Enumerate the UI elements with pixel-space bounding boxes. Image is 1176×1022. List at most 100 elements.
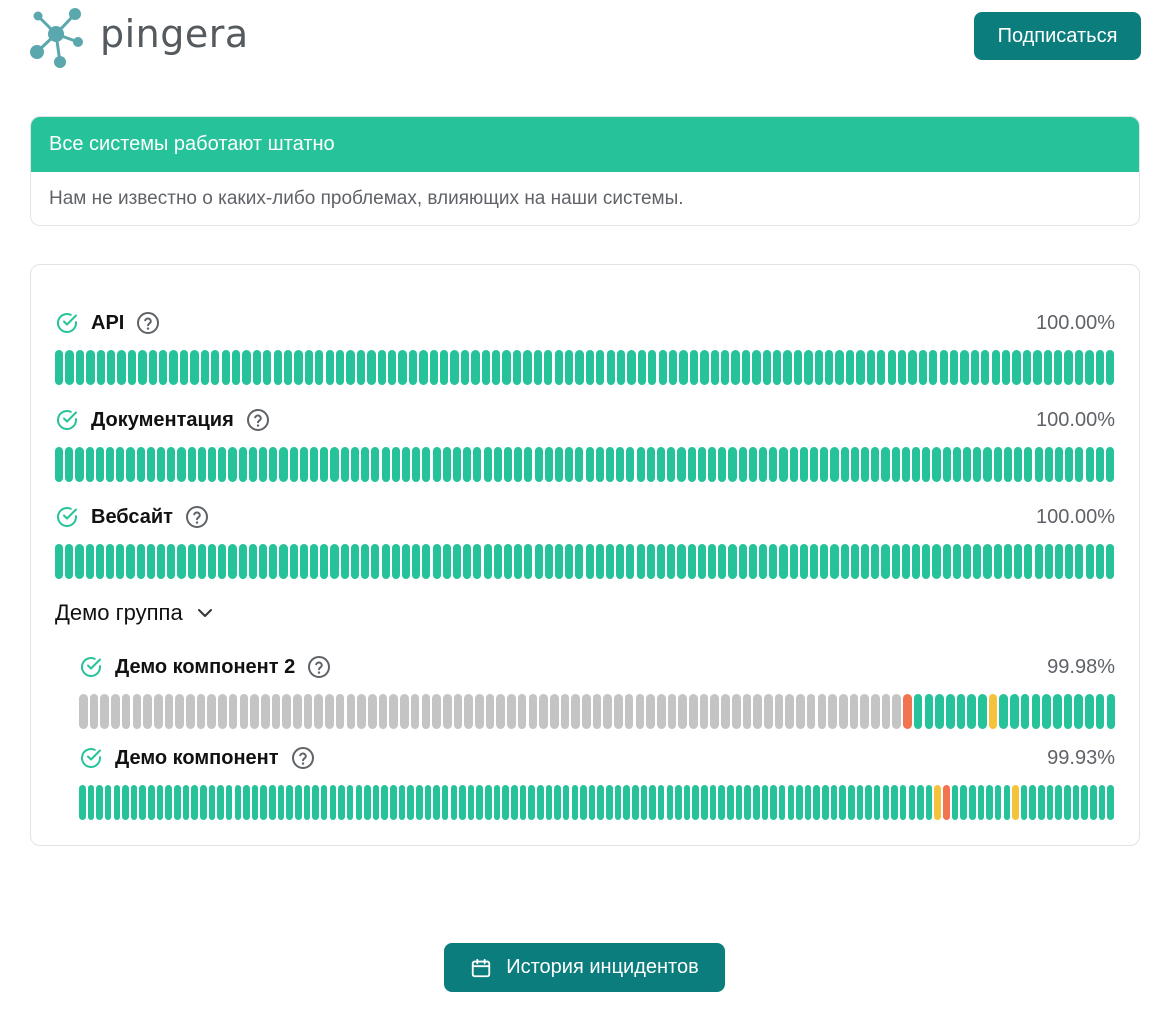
uptime-bar-ok[interactable] bbox=[708, 447, 717, 482]
uptime-bar-ok[interactable] bbox=[361, 447, 370, 482]
uptime-bar-ok[interactable] bbox=[692, 785, 700, 820]
uptime-bar-ok[interactable] bbox=[126, 544, 135, 579]
uptime-bar-ok[interactable] bbox=[263, 350, 272, 385]
uptime-bar-ok[interactable] bbox=[493, 447, 502, 482]
uptime-bar-ok[interactable] bbox=[1044, 447, 1053, 482]
uptime-bar-ok[interactable] bbox=[524, 544, 533, 579]
uptime-bar-ok[interactable] bbox=[238, 544, 247, 579]
uptime-bar-ok[interactable] bbox=[299, 447, 308, 482]
uptime-bar-ok[interactable] bbox=[839, 785, 846, 820]
uptime-bar-no-data[interactable] bbox=[410, 694, 420, 729]
uptime-bar-no-data[interactable] bbox=[624, 694, 634, 729]
help-icon[interactable] bbox=[136, 311, 160, 335]
uptime-bar-ok[interactable] bbox=[441, 785, 449, 820]
uptime-bar-no-data[interactable] bbox=[132, 694, 142, 729]
uptime-bar-ok[interactable] bbox=[1046, 785, 1054, 820]
uptime-bar-ok[interactable] bbox=[1075, 544, 1084, 579]
uptime-bar-ok[interactable] bbox=[96, 785, 103, 820]
uptime-bar-ok[interactable] bbox=[65, 350, 74, 385]
uptime-bar-ok[interactable] bbox=[626, 544, 635, 579]
uptime-bar-ok[interactable] bbox=[433, 785, 440, 820]
uptime-bar-ok[interactable] bbox=[1055, 785, 1062, 820]
uptime-bar-ok[interactable] bbox=[588, 785, 596, 820]
uptime-bar-ok[interactable] bbox=[187, 447, 196, 482]
uptime-bar-ok[interactable] bbox=[55, 447, 64, 482]
uptime-bar-ok[interactable] bbox=[922, 447, 931, 482]
uptime-bar-ok[interactable] bbox=[1075, 447, 1084, 482]
uptime-bar-ok[interactable] bbox=[65, 544, 74, 579]
uptime-bar-ok[interactable] bbox=[200, 350, 209, 385]
uptime-bar-ok[interactable] bbox=[1024, 544, 1033, 579]
uptime-bar-ok[interactable] bbox=[340, 544, 349, 579]
uptime-bar-no-data[interactable] bbox=[250, 694, 259, 729]
uptime-bar-ok[interactable] bbox=[1034, 544, 1043, 579]
uptime-bar-warning[interactable] bbox=[988, 694, 998, 729]
uptime-bar-ok[interactable] bbox=[616, 447, 625, 482]
uptime-bar-ok[interactable] bbox=[646, 544, 655, 579]
uptime-bar-ok[interactable] bbox=[779, 544, 788, 579]
uptime-bar-no-data[interactable] bbox=[389, 694, 398, 729]
uptime-bar-ok[interactable] bbox=[814, 350, 823, 385]
uptime-bar-ok[interactable] bbox=[908, 785, 916, 820]
uptime-bar-ok[interactable] bbox=[1074, 694, 1083, 729]
uptime-bar-no-data[interactable] bbox=[571, 694, 580, 729]
uptime-bar-ok[interactable] bbox=[960, 785, 967, 820]
uptime-bar-ok[interactable] bbox=[623, 785, 630, 820]
uptime-bar-ok[interactable] bbox=[533, 350, 542, 385]
uptime-bar-no-data[interactable] bbox=[678, 694, 687, 729]
uptime-bar-ok[interactable] bbox=[187, 544, 196, 579]
uptime-bar-no-data[interactable] bbox=[485, 694, 495, 729]
uptime-bar-ok[interactable] bbox=[304, 350, 314, 385]
uptime-bar-no-data[interactable] bbox=[721, 694, 730, 729]
uptime-bar-ok[interactable] bbox=[310, 544, 319, 579]
uptime-bar-ok[interactable] bbox=[1063, 694, 1073, 729]
uptime-bar-ok[interactable] bbox=[208, 447, 217, 482]
uptime-bar-no-data[interactable] bbox=[453, 694, 463, 729]
uptime-bar-ok[interactable] bbox=[87, 785, 95, 820]
uptime-bar-ok[interactable] bbox=[95, 544, 104, 579]
uptime-bar-ok[interactable] bbox=[738, 544, 747, 579]
uptime-bar-ok[interactable] bbox=[251, 785, 259, 820]
uptime-bar-no-data[interactable] bbox=[849, 694, 859, 729]
uptime-bar-ok[interactable] bbox=[908, 350, 917, 385]
help-icon[interactable] bbox=[307, 655, 331, 679]
uptime-bar-no-data[interactable] bbox=[603, 694, 613, 729]
uptime-bar-ok[interactable] bbox=[419, 350, 428, 385]
uptime-bar-ok[interactable] bbox=[85, 544, 94, 579]
uptime-bar-ok[interactable] bbox=[554, 544, 564, 579]
uptime-bar-ok[interactable] bbox=[242, 350, 251, 385]
uptime-bar-ok[interactable] bbox=[687, 544, 696, 579]
uptime-bar-ok[interactable] bbox=[524, 447, 533, 482]
uptime-bar-ok[interactable] bbox=[179, 350, 189, 385]
uptime-bar-ok[interactable] bbox=[773, 350, 782, 385]
uptime-bar-ok[interactable] bbox=[709, 785, 717, 820]
uptime-bar-ok[interactable] bbox=[208, 785, 216, 820]
uptime-bar-ok[interactable] bbox=[1054, 447, 1064, 482]
uptime-bar-ok[interactable] bbox=[596, 350, 605, 385]
uptime-bar-ok[interactable] bbox=[778, 785, 786, 820]
uptime-bar-ok[interactable] bbox=[917, 785, 924, 820]
uptime-bar-ok[interactable] bbox=[536, 785, 544, 820]
chevron-down-icon[interactable] bbox=[195, 603, 215, 623]
uptime-bar-ok[interactable] bbox=[190, 350, 199, 385]
uptime-bar-ok[interactable] bbox=[148, 785, 155, 820]
uptime-bar-no-data[interactable] bbox=[731, 694, 741, 729]
uptime-bar-ok[interactable] bbox=[329, 785, 337, 820]
uptime-bar-ok[interactable] bbox=[656, 544, 666, 579]
uptime-bar-no-data[interactable] bbox=[838, 694, 848, 729]
uptime-bar-ok[interactable] bbox=[1085, 544, 1094, 579]
uptime-bar-ok[interactable] bbox=[138, 350, 147, 385]
uptime-bar-ok[interactable] bbox=[106, 447, 115, 482]
uptime-bar-ok[interactable] bbox=[728, 447, 737, 482]
uptime-bar-no-data[interactable] bbox=[260, 694, 270, 729]
uptime-bar-ok[interactable] bbox=[177, 447, 186, 482]
uptime-bar-ok[interactable] bbox=[422, 447, 431, 482]
uptime-bar-ok[interactable] bbox=[130, 785, 138, 820]
uptime-bar-ok[interactable] bbox=[752, 785, 760, 820]
uptime-bar-ok[interactable] bbox=[1003, 785, 1011, 820]
uptime-bar-ok[interactable] bbox=[361, 544, 370, 579]
uptime-bar-ok[interactable] bbox=[835, 350, 844, 385]
uptime-bar-ok[interactable] bbox=[512, 350, 522, 385]
uptime-bar-ok[interactable] bbox=[942, 544, 951, 579]
uptime-bar-ok[interactable] bbox=[830, 544, 839, 579]
